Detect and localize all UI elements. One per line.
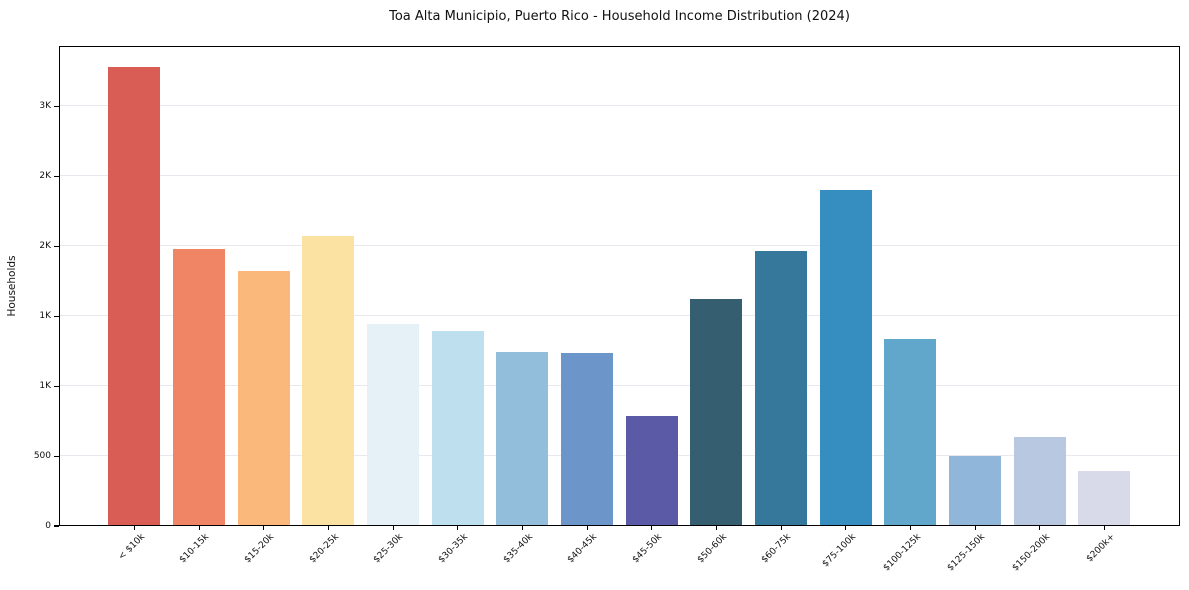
x-tick-mark [845, 526, 847, 530]
bar-4 [302, 235, 355, 525]
x-tick-label: $15-20k [242, 532, 276, 566]
y-tick-label: 1K [39, 310, 51, 321]
x-tick-label: $40-45k [565, 532, 600, 566]
gridline [60, 384, 1179, 386]
y-tick-label: 2K [39, 171, 51, 182]
bar-5 [366, 323, 419, 525]
x-tick-mark [1103, 526, 1106, 530]
bar-15 [1013, 436, 1066, 525]
y-tick-label: 1K [39, 380, 51, 391]
x-tick-mark [909, 526, 912, 530]
x-tick-mark [457, 526, 459, 530]
bar-6 [431, 330, 484, 525]
gridline [60, 105, 1179, 107]
plot-area [59, 46, 1180, 526]
bar-1 [108, 66, 161, 525]
x-tick-mark [392, 526, 394, 530]
y-tick-label: 0 [45, 520, 51, 531]
y-axis-label: Households [6, 255, 18, 317]
x-tick-label: $75-100k [820, 532, 858, 570]
y-tick-mark [54, 315, 59, 317]
bar-9 [625, 416, 678, 525]
bar-13 [884, 339, 937, 525]
gridline [60, 314, 1179, 316]
x-tick-mark [133, 526, 136, 530]
x-tick-label: $150-200k [1010, 532, 1052, 574]
x-tick-mark [715, 526, 718, 530]
x-tick-mark [263, 526, 265, 530]
gridline [60, 454, 1179, 456]
y-tick-mark [54, 245, 59, 248]
y-tick-mark [54, 525, 59, 527]
x-tick-label: $60-75k [759, 532, 794, 566]
y-tick-label: 500 [33, 450, 51, 461]
bar-3 [237, 270, 290, 525]
gridline [60, 175, 1179, 177]
x-tick-mark [974, 526, 976, 530]
x-tick-label: $30-35k [436, 532, 470, 566]
bar-16 [1078, 470, 1131, 525]
bar-2 [172, 248, 225, 525]
x-tick-mark [521, 526, 524, 530]
x-tick-label: < $10k [116, 532, 147, 563]
y-tick-label: 2K [39, 240, 51, 251]
bar-7 [496, 351, 549, 525]
y-tick-label: 3K [39, 101, 51, 112]
x-tick-label: $35-40k [501, 532, 535, 566]
x-tick-label: $50-60k [695, 532, 729, 566]
x-tick-label: $100-125k [881, 532, 923, 574]
x-tick-mark [198, 526, 200, 530]
y-tick-mark [54, 385, 59, 387]
x-tick-label: $200k+ [1084, 532, 1117, 565]
y-tick-mark [54, 106, 59, 108]
bar-10 [690, 298, 743, 525]
x-tick-mark [651, 526, 653, 530]
x-tick-mark [327, 526, 330, 530]
x-tick-label: $10-15k [177, 532, 212, 566]
bar-8 [560, 353, 613, 525]
bar-14 [948, 455, 1001, 525]
y-tick-mark [54, 175, 59, 178]
bar-12 [819, 190, 872, 525]
chart-title: Toa Alta Municipio, Puerto Rico - Househ… [389, 9, 850, 24]
y-tick-mark [54, 455, 59, 457]
x-tick-label: $25-30k [371, 532, 406, 566]
x-tick-label: $20-25k [307, 532, 341, 566]
x-tick-mark [780, 526, 782, 530]
gridline [60, 244, 1179, 246]
bar-11 [754, 251, 807, 525]
x-tick-mark [1039, 526, 1041, 530]
x-tick-label: $45-50k [630, 532, 664, 566]
x-tick-label: $125-150k [945, 532, 988, 574]
x-tick-mark [586, 526, 588, 530]
